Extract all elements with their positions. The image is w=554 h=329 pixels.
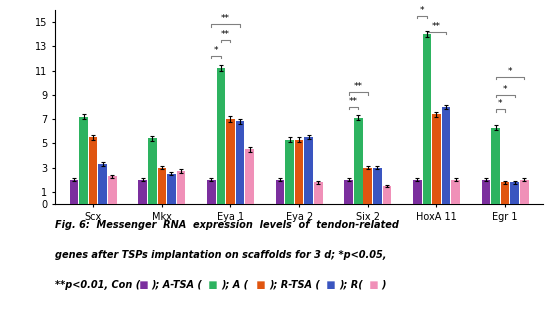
Bar xyxy=(177,171,186,204)
Text: ); R-TSA (: ); R-TSA ( xyxy=(269,280,320,290)
Text: ); A (: ); A ( xyxy=(221,280,248,290)
Bar xyxy=(373,167,382,204)
Text: *: * xyxy=(503,85,507,94)
Text: Fig. 6:  Messenger  RNA  expression  levels  of  tendon-related: Fig. 6: Messenger RNA expression levels … xyxy=(55,220,399,230)
Bar xyxy=(314,182,323,204)
Bar xyxy=(167,174,176,204)
Bar xyxy=(108,176,117,204)
Bar xyxy=(520,180,529,204)
Text: **: ** xyxy=(221,14,230,23)
Bar xyxy=(432,114,441,204)
Bar xyxy=(148,139,157,204)
Bar xyxy=(99,164,107,204)
Text: ■: ■ xyxy=(323,280,338,290)
Text: ■: ■ xyxy=(366,280,382,290)
Bar xyxy=(275,180,284,204)
Bar xyxy=(138,180,147,204)
Bar xyxy=(295,140,304,204)
Text: *: * xyxy=(214,46,218,55)
Text: **: ** xyxy=(221,30,230,39)
Text: **p<0.01, Con (: **p<0.01, Con ( xyxy=(55,280,141,290)
Text: ■: ■ xyxy=(136,280,152,290)
Bar xyxy=(501,182,510,204)
Text: *: * xyxy=(420,6,424,15)
Bar xyxy=(413,180,422,204)
Text: **: ** xyxy=(432,22,441,31)
Text: genes after TSPs implantation on scaffolds for 3 d; *p<0.05,: genes after TSPs implantation on scaffol… xyxy=(55,250,387,260)
Text: ); R(: ); R( xyxy=(339,280,362,290)
Text: ■: ■ xyxy=(253,280,269,290)
Text: ); A-TSA (: ); A-TSA ( xyxy=(152,280,203,290)
Bar xyxy=(452,180,460,204)
Bar xyxy=(157,167,166,204)
Text: *: * xyxy=(507,67,512,76)
Bar xyxy=(207,180,216,204)
Bar xyxy=(89,137,98,204)
Bar xyxy=(285,140,294,204)
Bar xyxy=(236,121,244,204)
Bar xyxy=(226,119,235,204)
Bar xyxy=(491,128,500,204)
Text: ■: ■ xyxy=(205,280,221,290)
Bar xyxy=(245,149,254,204)
Bar xyxy=(481,180,490,204)
Bar xyxy=(305,137,313,204)
Bar xyxy=(344,180,353,204)
Bar xyxy=(217,68,225,204)
Bar xyxy=(423,34,431,204)
Bar xyxy=(79,116,88,204)
Text: ): ) xyxy=(382,280,386,290)
Bar xyxy=(354,118,362,204)
Text: *: * xyxy=(498,99,502,108)
Text: **: ** xyxy=(349,97,358,106)
Bar xyxy=(70,180,78,204)
Bar xyxy=(442,107,450,204)
Bar xyxy=(363,167,372,204)
Bar xyxy=(383,186,391,204)
Text: **: ** xyxy=(353,82,363,91)
Bar xyxy=(510,182,519,204)
